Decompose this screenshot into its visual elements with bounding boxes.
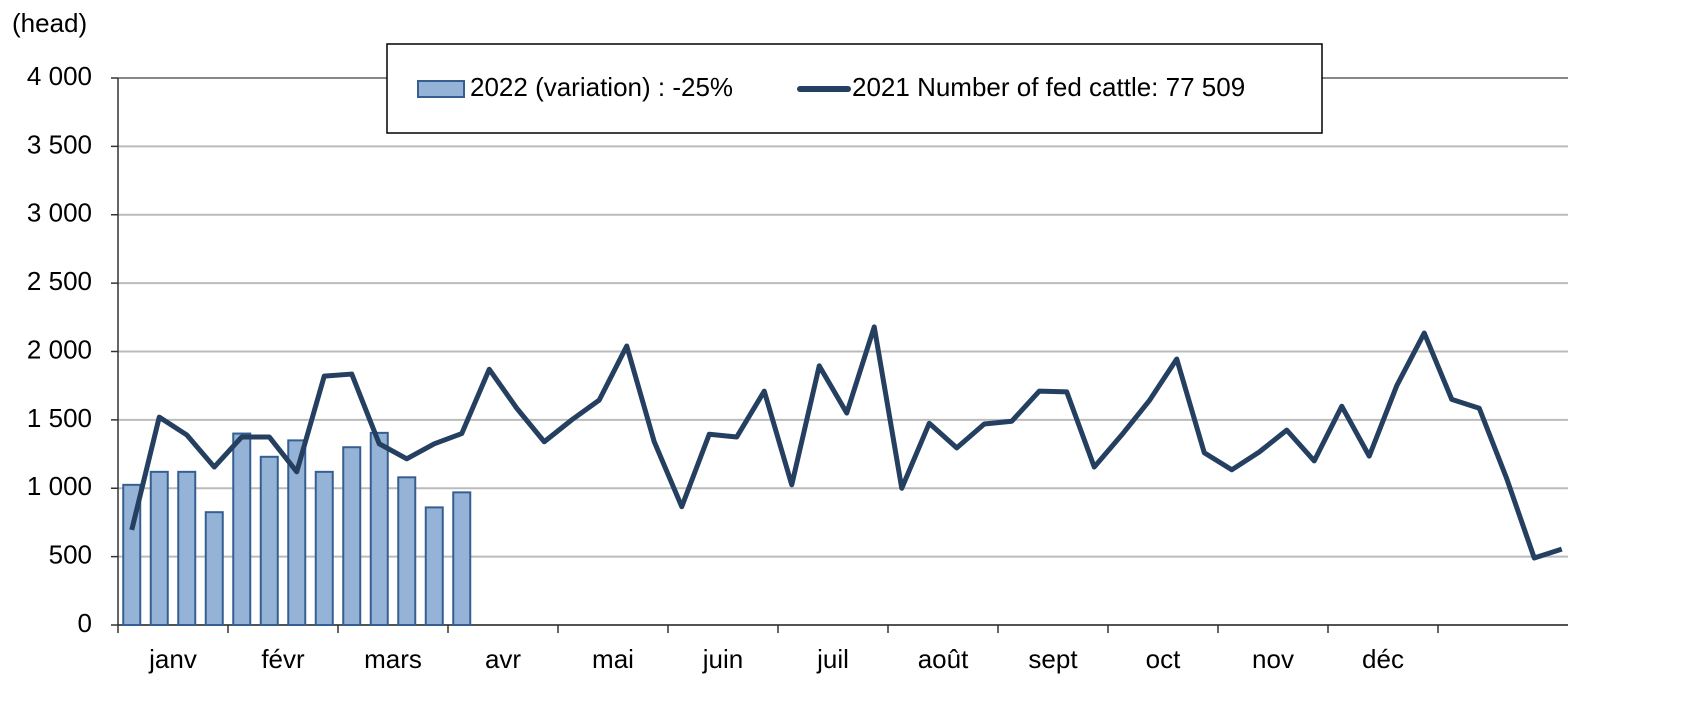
- x-tick-label: nov: [1252, 644, 1294, 674]
- bar: [369, 431, 389, 626]
- y-tick-label: 2 000: [27, 334, 92, 364]
- x-tick-label: avr: [485, 644, 521, 674]
- y-tick-label: 3 500: [27, 129, 92, 159]
- bar: [452, 491, 472, 627]
- x-tick-label: sept: [1028, 644, 1078, 674]
- y-tick-label: 0: [78, 608, 92, 638]
- y-tick-label: 1 500: [27, 403, 92, 433]
- x-tick-label: août: [918, 644, 969, 674]
- y-tick-label: 3 000: [27, 198, 92, 228]
- legend-label: 2022 (variation) : -25%: [470, 72, 733, 102]
- x-tick-label: juil: [816, 644, 849, 674]
- x-tick-label: mars: [364, 644, 422, 674]
- x-tick-label: janv: [148, 644, 197, 674]
- line: [129, 324, 1563, 561]
- x-tick-label: déc: [1362, 644, 1404, 674]
- legend-label: 2021 Number of fed cattle: 77 509: [852, 72, 1245, 102]
- x-tick-label: juin: [702, 644, 743, 674]
- x-tick-label: févr: [261, 644, 305, 674]
- y-tick-label: 2 500: [27, 266, 92, 296]
- bar: [149, 470, 169, 626]
- bar: [342, 446, 362, 626]
- bar: [424, 506, 444, 626]
- y-axis-label: (head): [12, 8, 87, 38]
- y-tick-label: 4 000: [27, 61, 92, 91]
- bar: [287, 439, 307, 627]
- bar: [259, 455, 279, 626]
- y-tick-label: 500: [49, 540, 92, 570]
- bar: [177, 470, 197, 626]
- legend-box: [386, 43, 1323, 134]
- bar: [204, 511, 224, 627]
- bar: [314, 470, 334, 626]
- x-tick-label: mai: [592, 644, 634, 674]
- bar: [397, 476, 417, 626]
- legend-swatch: [417, 80, 465, 98]
- x-tick-label: oct: [1146, 644, 1181, 674]
- bar: [232, 432, 252, 626]
- y-tick-label: 1 000: [27, 471, 92, 501]
